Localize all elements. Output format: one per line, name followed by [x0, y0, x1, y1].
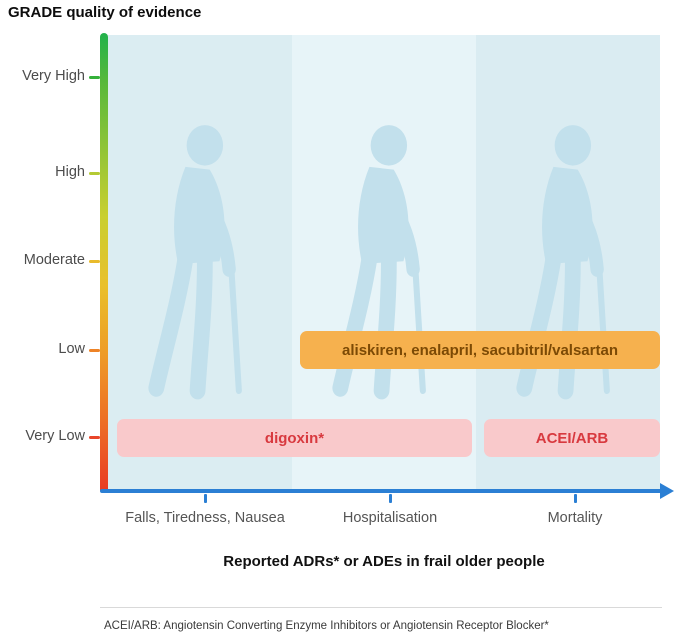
- x-tick-hospitalisation: [389, 494, 392, 503]
- y-axis-label-low: Low: [58, 341, 85, 357]
- annotation-box-acei-arb: ACEI/ARB: [484, 419, 660, 457]
- x-axis-title: Reported ADRs* or ADEs in frail older pe…: [223, 553, 545, 570]
- column-hospitalisation: [292, 35, 476, 490]
- x-tick-mortality: [574, 494, 577, 503]
- column-mortality: [476, 35, 660, 490]
- y-tick-low: [89, 349, 100, 352]
- elderly-person-icon: [332, 125, 426, 400]
- x-tick-falls: [204, 494, 207, 503]
- footnote-divider: [100, 607, 662, 608]
- y-axis-label-high: High: [55, 164, 85, 180]
- y-axis-label-very-high: Very High: [22, 68, 85, 84]
- y-tick-moderate: [89, 260, 100, 263]
- x-axis-label-hospitalisation: Hospitalisation: [342, 510, 438, 526]
- grade-gradient-axis: [100, 33, 108, 492]
- y-tick-very-high: [89, 76, 100, 79]
- annotation-box-digoxin: digoxin*: [117, 419, 472, 457]
- column-falls-tiredness-nausea: [108, 35, 292, 490]
- elderly-person-icon: [516, 125, 610, 400]
- footnote-text: ACEI/ARB: Angiotensin Converting Enzyme …: [104, 620, 549, 632]
- x-axis-label-mortality: Mortality: [547, 510, 603, 526]
- x-axis-line: [100, 489, 662, 493]
- y-tick-high: [89, 172, 100, 175]
- x-axis-arrowhead-icon: [660, 483, 674, 499]
- elderly-person-icon: [148, 125, 242, 400]
- y-axis-label-moderate: Moderate: [23, 252, 85, 268]
- x-axis-label-falls-tiredness-nausea: Falls, Tiredness, Nausea: [125, 510, 285, 526]
- figure-title: GRADE quality of evidence: [8, 4, 202, 21]
- y-tick-very-low: [89, 436, 100, 439]
- plot-area: [108, 35, 660, 490]
- y-axis-label-very-low: Very Low: [25, 428, 85, 444]
- annotation-box-aliskiren-enalapril-sacubitril-valsartan: aliskiren, enalapril, sacubitril/valsart…: [300, 331, 660, 369]
